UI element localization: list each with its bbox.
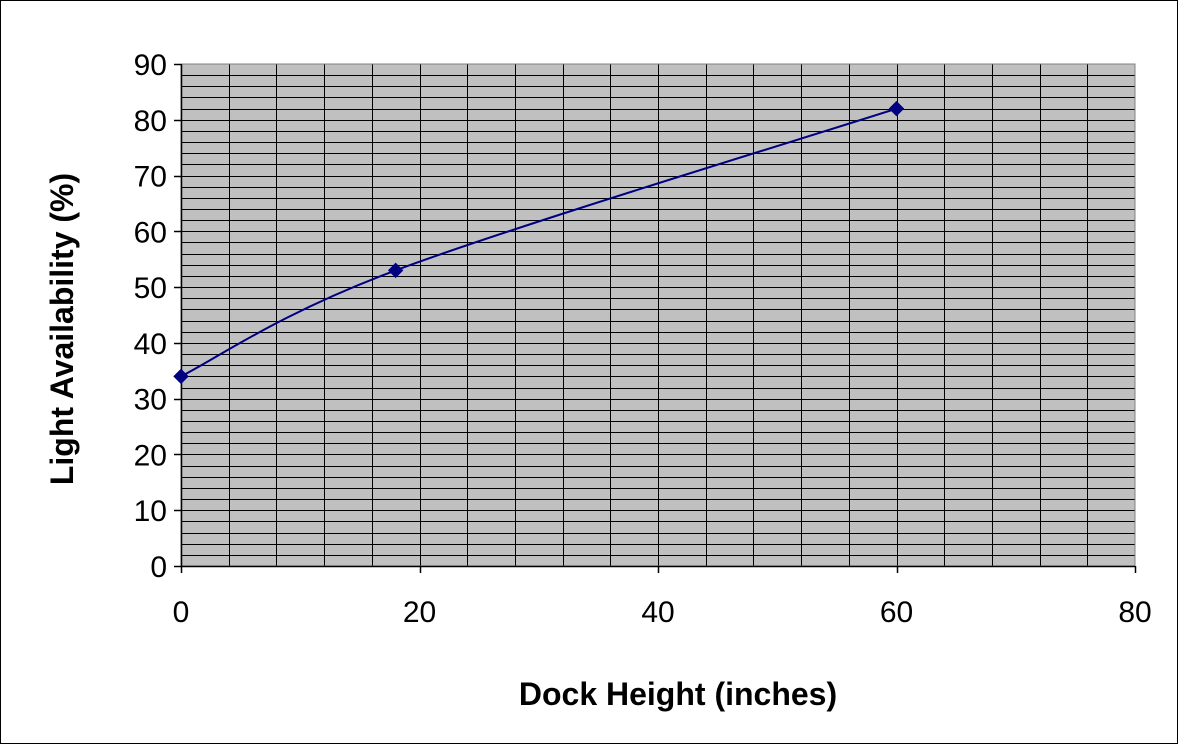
- data-point-marker: [173, 368, 189, 385]
- y-tick-label: 80: [134, 105, 167, 138]
- data-point-marker: [387, 262, 404, 279]
- y-tick-label: 10: [134, 495, 167, 528]
- axes: [174, 63, 1137, 573]
- gridlines: [181, 64, 1135, 566]
- y-tick-label: 60: [134, 216, 167, 249]
- data-point-marker: [888, 100, 905, 117]
- x-tick-label: 60: [880, 596, 913, 629]
- y-tick-label: 90: [134, 49, 167, 82]
- x-tick-label: 80: [1118, 596, 1151, 629]
- y-tick-labels: 0 10 20 30 40 50 60 70 80 90: [134, 49, 167, 584]
- y-tick-label: 20: [134, 439, 167, 472]
- series-line: [180, 107, 897, 378]
- y-tick-label: 0: [150, 551, 167, 584]
- x-tick-labels: 0 20 40 60 80: [173, 596, 1152, 629]
- y-axis-title: Light Availability (%): [44, 173, 80, 485]
- y-tick-label: 30: [134, 384, 167, 417]
- y-tick-label: 50: [134, 272, 167, 305]
- x-tick-label: 40: [641, 596, 674, 629]
- x-tick-label: 20: [403, 596, 436, 629]
- x-tick-label: 0: [173, 596, 190, 629]
- y-tick-label: 70: [134, 161, 167, 194]
- x-axis-title: Dock Height (inches): [519, 676, 837, 712]
- data-series: [173, 100, 905, 385]
- y-tick-label: 40: [134, 328, 167, 361]
